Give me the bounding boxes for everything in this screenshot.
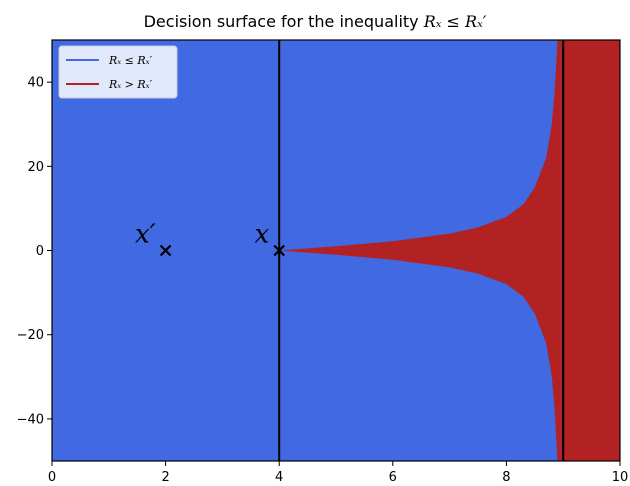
y-tick-label: 0 <box>36 244 44 259</box>
x-tick-label: 4 <box>275 470 283 485</box>
region-gt-cusp <box>279 40 561 461</box>
chart-title-math: Rₓ ≤ Rₓ′ <box>423 12 487 31</box>
legend: Rₓ ≤ Rₓ′ Rₓ > Rₓ′ <box>58 45 178 99</box>
y-tick-label: 40 <box>27 76 44 91</box>
x-tick-label: 0 <box>48 470 56 485</box>
marker-stroke-b <box>273 244 285 257</box>
plot-area: x′ x <box>52 40 620 461</box>
point-label-2: x <box>255 220 270 250</box>
x-tick-label: 2 <box>161 470 169 485</box>
chart-title-prefix: Decision surface for the inequality <box>144 12 424 31</box>
point-marker-2 <box>273 244 285 257</box>
x-tick-label: 6 <box>389 470 397 485</box>
legend-label-2: Rₓ > Rₓ′ <box>108 78 153 91</box>
chart-title: Decision surface for the inequality Rₓ ≤… <box>144 12 487 31</box>
y-tick-label: −20 <box>17 328 44 343</box>
region-gt-band <box>560 40 620 461</box>
x-tick-label: 10 <box>612 470 629 485</box>
legend-label-1: Rₓ ≤ Rₓ′ <box>108 54 153 67</box>
point-marker-1 <box>159 244 172 257</box>
marker-stroke-b <box>159 244 172 257</box>
y-tick-label: −40 <box>17 412 44 427</box>
point-label-1: x′ <box>135 220 156 250</box>
x-tick-label: 8 <box>502 470 510 485</box>
y-tick-label: 20 <box>27 160 44 175</box>
axes: 0 2 4 6 8 10 −40 −20 0 20 40 <box>17 39 629 485</box>
